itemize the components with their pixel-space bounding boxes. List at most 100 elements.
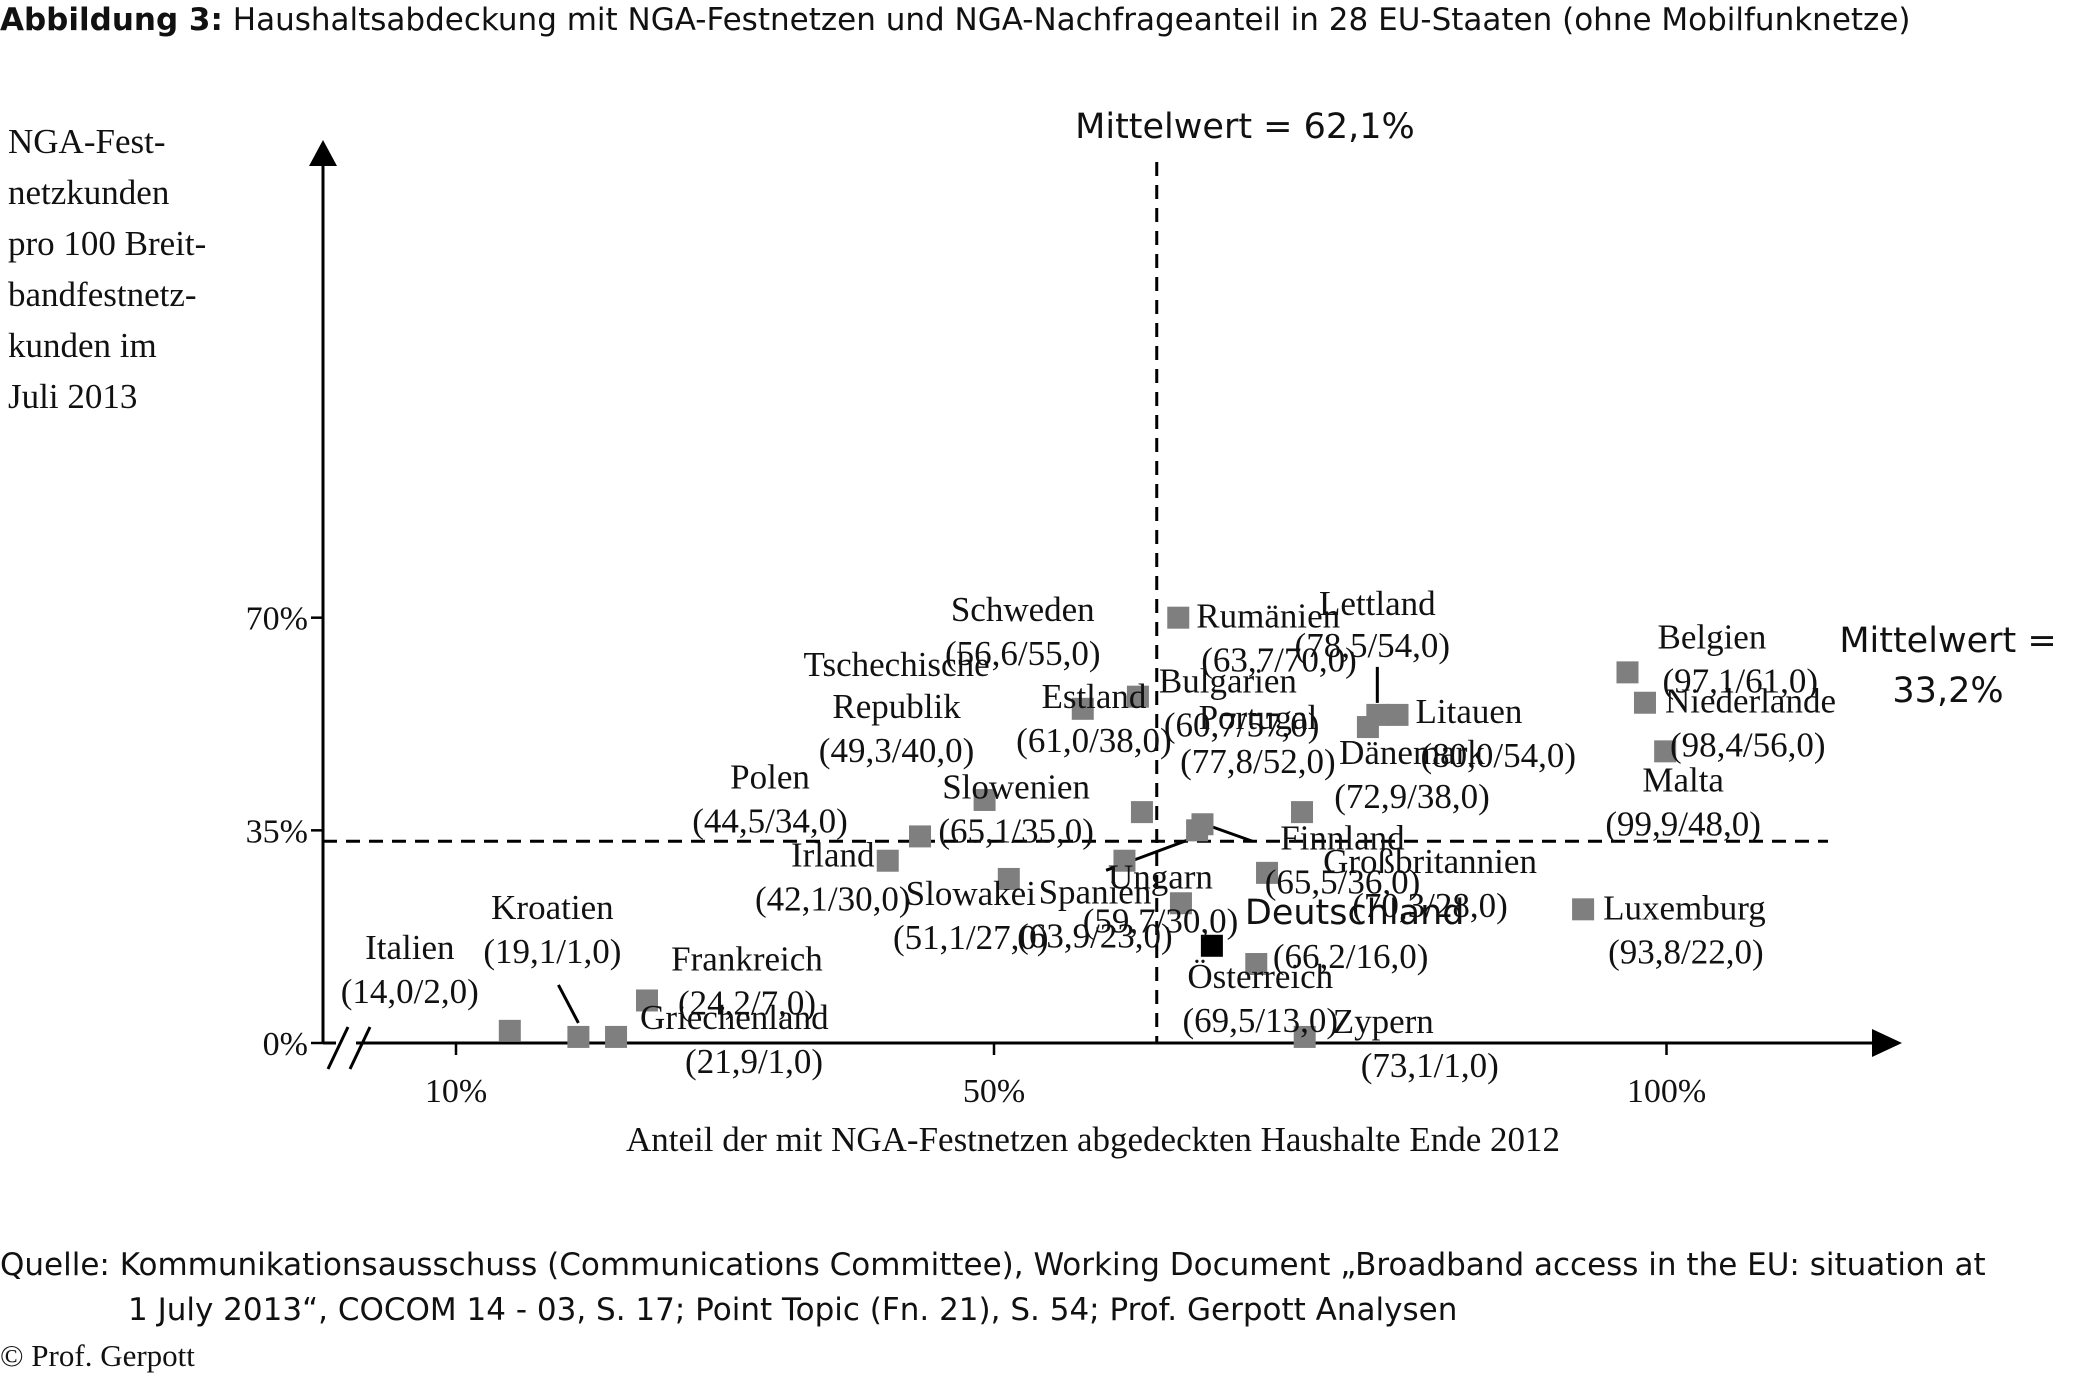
- point-value-label: (63,9/23,0): [1017, 916, 1173, 955]
- point-name-label: Dänemark: [1339, 733, 1485, 772]
- point-name-label: Irland: [791, 836, 875, 875]
- data-point-frankreich: [635, 989, 658, 1012]
- point-name-label: Lettland: [1319, 584, 1436, 623]
- point-value-label: (56,6/55,0): [945, 634, 1101, 673]
- data-point-luxemburg: [1572, 898, 1595, 921]
- data-point-italien: [498, 1019, 521, 1042]
- copyright-note: © Prof. Gerpott: [0, 1338, 195, 1373]
- y-tick-label: 0%: [263, 1026, 308, 1063]
- point-name-label: Belgien: [1657, 617, 1766, 656]
- data-point-rumänien: [1167, 606, 1190, 629]
- data-point-griechenland: [605, 1025, 628, 1048]
- point-name-label: Estland: [1041, 677, 1146, 716]
- x-axis-title: Anteil der mit NGA-Festnetzen abgedeckte…: [626, 1120, 1560, 1159]
- x-axis-break-mark: [348, 1026, 372, 1070]
- source-line-1: Quelle: Kommunikationsausschuss (Communi…: [0, 1247, 1986, 1283]
- axes: 0% 35% 70% 10% 50% 100% Anteil der mit NGA-Fes…: [8, 122, 1902, 1159]
- point-value-label: (60,7/57,0): [1164, 706, 1320, 745]
- point-value-label: (65,5/36,0): [1265, 862, 1421, 901]
- y-axis-arrow: [309, 140, 337, 166]
- data-point-litauen: [1386, 703, 1409, 726]
- point-name-label: Spanien: [1039, 872, 1152, 911]
- x-axis-break-gap: [336, 1030, 356, 1056]
- figure-title-prefix: Abbildung 3:: [0, 2, 223, 38]
- point-value-label: (42,1/30,0): [755, 880, 911, 919]
- point-name-label: Schweden: [951, 590, 1095, 629]
- point-value-label: (98,4/56,0): [1670, 726, 1826, 765]
- point-value-label: (97,1/61,0): [1662, 661, 1818, 700]
- point-name-label: Deutschland: [1245, 893, 1465, 933]
- point-name-label: Litauen: [1416, 692, 1523, 731]
- y-tick-label: 35%: [246, 813, 308, 850]
- data-point-deutschland: [1200, 934, 1223, 957]
- point-name-label: Republik: [832, 687, 961, 726]
- x-axis-break-mark: [326, 1026, 350, 1070]
- leader-line: [1209, 824, 1253, 843]
- point-value-label: (51,1/27,0): [893, 918, 1049, 957]
- mean-lines: Mittelwert = 62,1% Mittelwert = 33,2%: [323, 107, 2057, 1043]
- x-tick-label: 100%: [1627, 1073, 1706, 1110]
- point-value-label: (61,0/38,0): [1016, 721, 1172, 760]
- data-point-finnland: [1191, 813, 1214, 836]
- point-value-label: (44,5/34,0): [692, 801, 848, 840]
- point-value-label: (70,3/28,0): [1352, 886, 1508, 925]
- figure-title-text: Haushaltsabdeckung mit NGA-Festnetzen un…: [232, 2, 1911, 38]
- data-point-ungarn: [1113, 849, 1136, 872]
- data-points: [498, 606, 1677, 1048]
- data-point-zypern: [1293, 1025, 1316, 1048]
- y-axis-title-line: pro 100 Breit-: [8, 224, 206, 263]
- point-name-label: Rumänien: [1196, 597, 1340, 636]
- x-tick-label: 50%: [963, 1073, 1025, 1110]
- data-point-malta: [1654, 740, 1677, 763]
- mean-y-label: Mittelwert =: [1839, 621, 2056, 661]
- point-name-label: Slowakei: [906, 874, 1037, 913]
- point-value-label: (72,9/38,0): [1334, 777, 1490, 816]
- data-point-schweden: [1071, 697, 1094, 720]
- point-value-label: (80,0/54,0): [1421, 736, 1577, 775]
- point-value-label: (21,9/1,0): [685, 1042, 823, 1081]
- data-point-slowakei: [997, 867, 1020, 890]
- data-point-irland: [876, 849, 899, 872]
- y-tick-label: 70%: [246, 601, 308, 638]
- data-point-estland: [1130, 801, 1153, 824]
- y-axis-title-line: Juli 2013: [8, 377, 137, 416]
- x-axis-arrow: [1872, 1029, 1902, 1057]
- point-name-label: Luxemburg: [1603, 888, 1766, 927]
- data-point-bulgarien: [1126, 685, 1149, 708]
- data-point-lettland: [1366, 703, 1389, 726]
- point-name-label: Zypern: [1333, 1002, 1434, 1041]
- point-value-label: (73,1/1,0): [1361, 1046, 1499, 1085]
- point-value-label: (24,2/7,0): [678, 983, 816, 1022]
- data-point-niederlande: [1633, 691, 1656, 714]
- point-name-label: Polen: [730, 757, 810, 796]
- point-value-label: (77,8/52,0): [1180, 742, 1336, 781]
- point-labels: Italien (14,0/2,0) Kroatien (19,1/1,0) Griec…: [341, 584, 1836, 1085]
- point-name-label: Griechenland: [640, 998, 829, 1037]
- x-tick-label: 10%: [425, 1073, 487, 1110]
- y-axis-title-line: netzkunden: [8, 173, 169, 212]
- data-point-dänemark: [1291, 801, 1314, 824]
- point-name-label: Italien: [365, 928, 454, 967]
- data-point-kroatien: [567, 1025, 590, 1048]
- point-value-label: (93,8/22,0): [1608, 932, 1764, 971]
- point-name-label: Malta: [1642, 760, 1724, 799]
- point-value-label: (65,1/35,0): [938, 811, 1094, 850]
- point-value-label: (78,5/54,0): [1295, 626, 1451, 665]
- point-value-label: (63,7/70,0): [1201, 641, 1357, 680]
- source-note: Quelle: Kommunikationsausschuss (Communi…: [0, 1243, 1986, 1333]
- point-value-label: (66,2/16,0): [1273, 937, 1429, 976]
- point-value-label: (49,3/40,0): [819, 731, 975, 770]
- y-axis-title-line: kunden im: [8, 326, 157, 365]
- data-point-belgien: [1616, 661, 1639, 684]
- mean-y-label: 33,2%: [1892, 671, 2003, 711]
- point-value-label: (99,9/48,0): [1605, 804, 1761, 843]
- source-line-2: 1 July 2013“, COCOM 14 - 03, S. 17; Poin…: [128, 1292, 1458, 1328]
- y-axis-title-line: NGA-Fest-: [8, 122, 165, 161]
- leader-line: [557, 984, 580, 1024]
- point-value-label: (59,7/30,0): [1083, 902, 1239, 941]
- point-name-label: Frankreich: [671, 939, 823, 978]
- figure-title: Abbildung 3: Haushaltsabdeckung mit NGA-…: [0, 2, 1911, 38]
- data-point-polen: [909, 825, 932, 848]
- point-name-label: Tschechische: [804, 645, 990, 684]
